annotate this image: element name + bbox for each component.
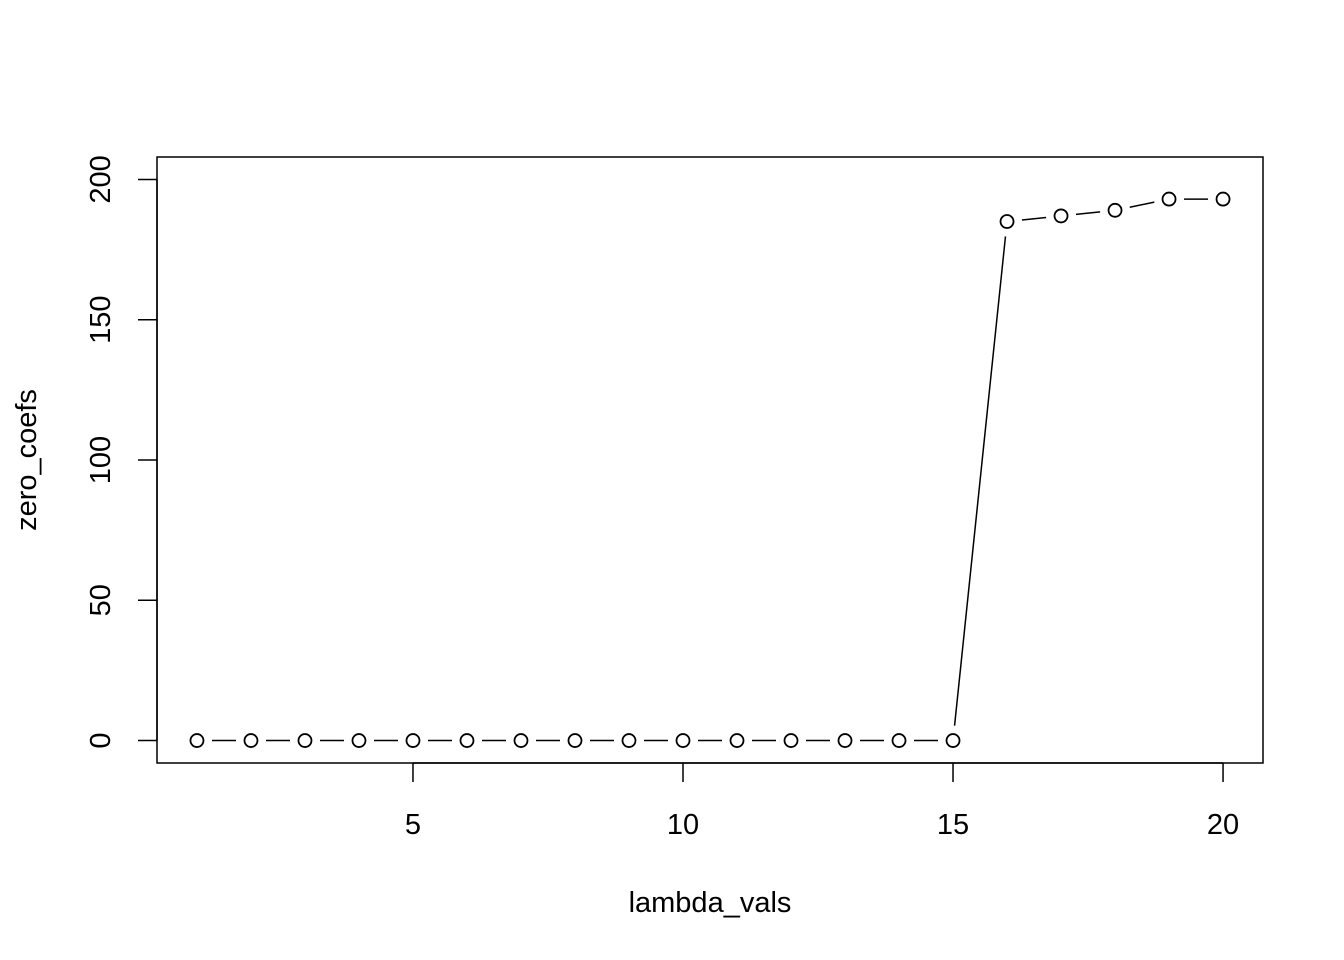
plot-box xyxy=(156,156,1264,764)
data-point xyxy=(675,733,691,748)
series-points xyxy=(189,191,1231,748)
series-line xyxy=(211,198,1209,742)
x-tick-label: 10 xyxy=(667,809,699,841)
x-axis-title: lambda_vals xyxy=(629,887,792,919)
y-axis-title: zero_coefs xyxy=(11,389,43,531)
data-point xyxy=(297,733,313,748)
series-segment xyxy=(953,236,1007,726)
data-point xyxy=(459,733,475,748)
data-point xyxy=(1053,208,1069,224)
data-point xyxy=(891,733,907,748)
data-point xyxy=(405,733,421,748)
y-axis: 0 50 100 150 200 xyxy=(85,155,158,749)
y-tick-label: 150 xyxy=(85,296,117,344)
y-tick-label: 0 xyxy=(85,732,117,748)
data-point xyxy=(837,733,853,748)
x-tick-label: 5 xyxy=(405,809,421,841)
data-point xyxy=(513,733,529,748)
y-tick-label: 200 xyxy=(85,155,117,203)
x-axis: 5 10 15 20 xyxy=(405,762,1239,841)
data-point xyxy=(621,733,637,748)
x-tick-label: 20 xyxy=(1207,809,1239,841)
data-point xyxy=(729,733,745,748)
data-point xyxy=(999,214,1015,229)
series-segment xyxy=(1129,201,1155,208)
data-point xyxy=(189,733,205,748)
y-tick-label: 50 xyxy=(85,584,117,616)
data-point xyxy=(1107,202,1123,218)
series-segment xyxy=(1021,216,1047,221)
data-point xyxy=(783,733,799,748)
data-point xyxy=(567,733,583,748)
data-point xyxy=(243,733,259,748)
data-point xyxy=(351,733,367,748)
data-point xyxy=(1215,191,1231,207)
data-point xyxy=(1161,191,1177,207)
series-segment xyxy=(1075,211,1101,216)
x-tick-label: 15 xyxy=(937,809,969,841)
data-point xyxy=(945,733,961,748)
y-tick-label: 100 xyxy=(85,436,117,484)
